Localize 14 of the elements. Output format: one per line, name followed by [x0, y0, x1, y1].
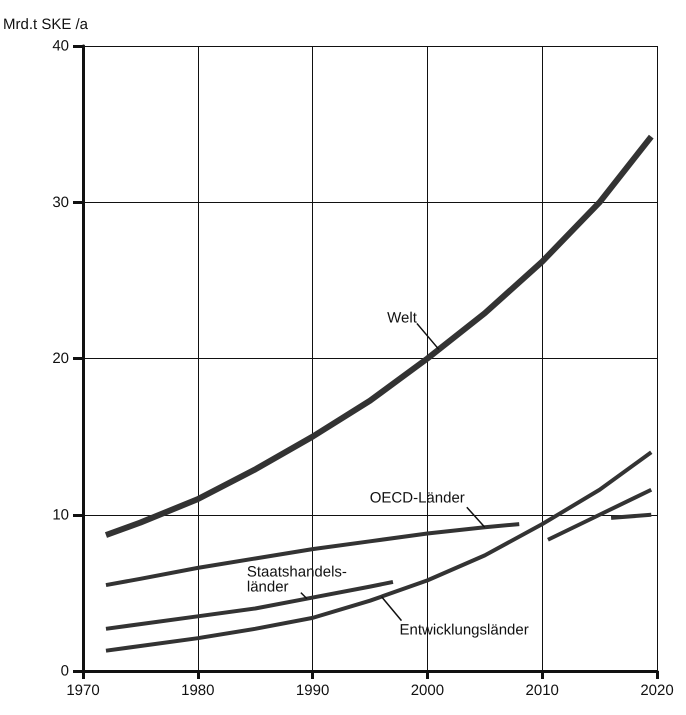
x-tick-label: 2000 — [410, 682, 444, 699]
line-series — [104, 450, 654, 653]
y-tick-label: 0 — [60, 662, 69, 680]
y-tick-label: 10 — [52, 506, 69, 524]
text: Welt — [387, 309, 418, 326]
y-axis-title: Mrd.t SKE /a — [3, 16, 89, 33]
y-tick-label: 40 — [52, 38, 69, 54]
x-tick-label: 2010 — [526, 682, 559, 699]
x-tick-label: 1970 — [66, 682, 100, 699]
x-tick-label: 2020 — [640, 682, 674, 699]
y-tick-label: 30 — [52, 194, 69, 211]
x-tick-label: 1990 — [296, 682, 330, 699]
y-tick-label: 20 — [52, 350, 69, 367]
x-tick-label: 1980 — [181, 682, 214, 699]
